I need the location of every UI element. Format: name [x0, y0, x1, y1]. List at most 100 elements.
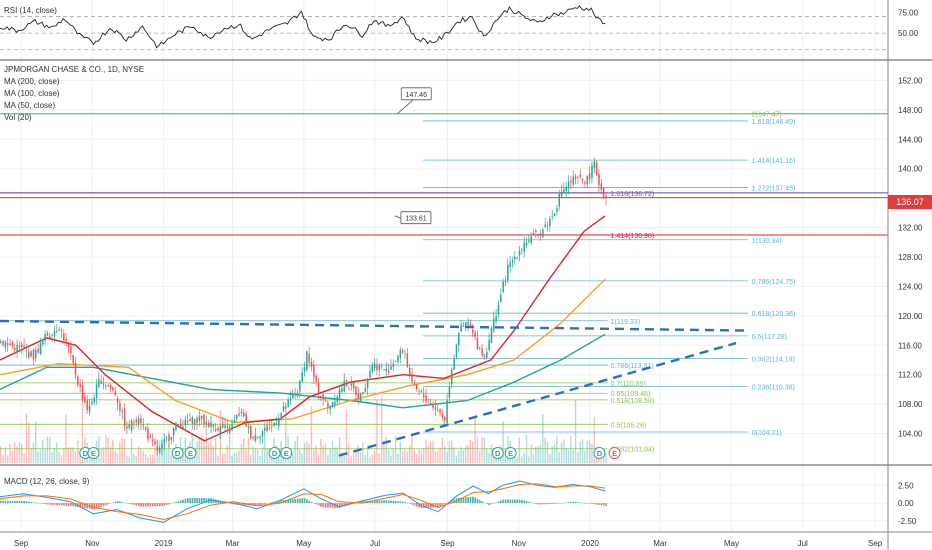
volume-bar — [58, 452, 60, 463]
candle-body — [292, 395, 294, 399]
macd-tick-label: 2.50 — [898, 481, 914, 490]
macd-histogram-bar — [301, 498, 304, 504]
candle-body — [128, 424, 131, 429]
macd-histogram-bar — [266, 503, 268, 504]
candle-body — [294, 393, 296, 396]
macd-histogram-bar — [544, 503, 547, 505]
volume-bar — [154, 447, 156, 463]
macd-histogram-bar — [7, 500, 9, 504]
macd-histogram-bar — [257, 503, 259, 506]
volume-bar — [207, 442, 210, 463]
x-tick-label: Sep — [868, 539, 883, 548]
candle-body — [406, 353, 409, 367]
fib-label-lower: 0.65(109.48) — [611, 391, 651, 398]
event-marker-circle — [171, 447, 184, 459]
candle-body — [560, 191, 563, 197]
candle-body — [177, 424, 180, 426]
macd-histogram-bar — [44, 503, 46, 505]
candle-body — [397, 356, 399, 362]
x-tick-label: Sep — [440, 539, 455, 548]
candle-body — [95, 384, 98, 399]
candle-body — [257, 437, 259, 438]
candle-body — [387, 370, 390, 373]
macd-histogram-bar — [49, 503, 51, 505]
trend-line — [338, 341, 737, 457]
macd-histogram-bar — [296, 498, 299, 504]
candle-body — [51, 335, 53, 336]
volume-bar — [2, 454, 4, 463]
macd-histogram-bar — [572, 501, 575, 504]
volume-bar — [441, 437, 444, 463]
volume-bar — [418, 449, 420, 463]
candle-body — [280, 413, 282, 420]
candle-body — [488, 340, 490, 351]
x-tick-label: 2019 — [155, 539, 173, 548]
macd-histogram-bar — [53, 503, 56, 505]
grid-lines — [0, 0, 888, 532]
candle-body — [58, 329, 60, 331]
volume-bar — [21, 444, 23, 463]
volume-bar — [79, 451, 81, 463]
macd-histogram-bar — [63, 503, 65, 506]
volume-bar — [341, 451, 343, 463]
candle-body — [105, 385, 107, 387]
moving-averages — [0, 215, 606, 442]
candle-body — [271, 425, 273, 427]
macd-histogram-bar — [271, 502, 273, 504]
candle-body — [189, 419, 191, 422]
candle-body — [158, 448, 161, 454]
volume-bar — [9, 444, 11, 463]
candle-body — [481, 348, 483, 356]
candle-body — [182, 426, 184, 428]
volume-bar — [558, 451, 560, 463]
volume-bar — [130, 438, 133, 463]
volume-bar — [294, 441, 296, 463]
candle-body — [154, 441, 156, 445]
fib-label-upper: 0.786(124.75) — [752, 279, 796, 286]
macd-histogram-bar — [411, 503, 413, 505]
y-tick-label: 148.00 — [898, 106, 923, 115]
fib-label-lower: 1.618(136.72) — [611, 191, 655, 198]
macd-histogram-bar — [119, 501, 121, 504]
volume-bar — [37, 451, 39, 463]
fib-label-upper: 0.382(114.19) — [752, 357, 795, 364]
macd-histogram-bar — [581, 502, 584, 504]
macd-histogram-bar — [86, 503, 89, 509]
candle-body — [317, 382, 320, 394]
candle-body — [455, 344, 458, 358]
fib-label-lower: 0.7(110.89) — [611, 381, 646, 388]
volume-bar — [70, 447, 72, 463]
candle-body — [553, 213, 556, 217]
macd-histogram-bar — [551, 503, 554, 504]
volume-bar — [563, 439, 565, 463]
candle-body — [422, 394, 425, 398]
candle-body — [359, 393, 362, 401]
volume-bar — [521, 456, 523, 463]
candle-body — [327, 402, 329, 408]
volume-bar — [133, 453, 135, 463]
macd-histogram-bar — [268, 503, 271, 504]
candle-body — [275, 423, 278, 425]
fib-label-upper: 1.272(137.45) — [752, 185, 796, 192]
volume-bar — [315, 444, 317, 463]
fibonacci-levels: 2(147.47)1.618(146.49) 1.414(141.16) 1.272… — [0, 112, 888, 454]
macd-histogram-bar — [387, 500, 390, 504]
volume-bar — [348, 443, 350, 463]
candle-body — [250, 426, 252, 439]
macd-histogram-bar — [126, 503, 128, 504]
volume-bar — [135, 455, 137, 463]
macd-histogram-bar — [254, 503, 257, 506]
macd-histogram-bar — [441, 503, 444, 506]
macd-histogram-bar — [292, 499, 294, 504]
candle-body — [563, 189, 565, 193]
volume-bar — [320, 438, 322, 463]
volume-bar — [588, 440, 591, 463]
candle-body — [600, 183, 603, 190]
volume-bar — [46, 436, 49, 463]
macd-histogram-bar — [600, 503, 603, 506]
volume-bar — [306, 441, 308, 463]
macd-histogram-bar — [93, 503, 96, 510]
volume-bar — [408, 445, 411, 463]
volume-bar — [30, 447, 32, 463]
